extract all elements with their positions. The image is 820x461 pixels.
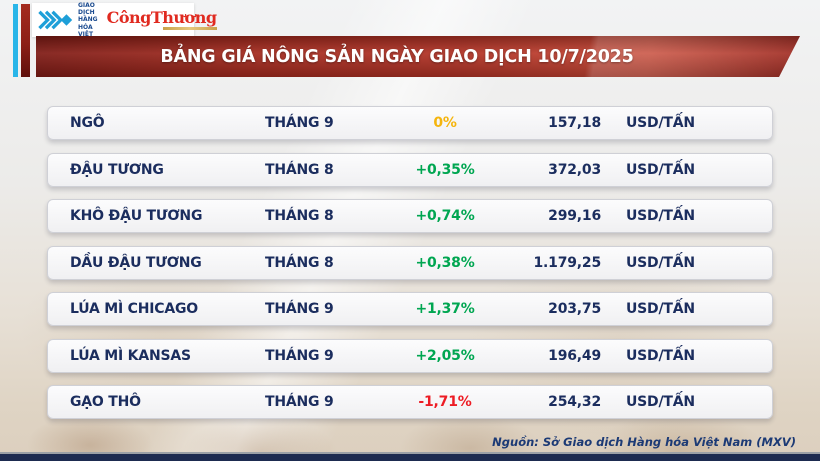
price-unit: USD/TẤN [626, 115, 695, 131]
contract-month: THÁNG 8 [265, 161, 334, 178]
price-value: 157,18 [548, 115, 601, 131]
table-row: KHÔ ĐẬU TƯƠNG THÁNG 8 +0,74% 299,16 USD/… [47, 199, 773, 233]
price-value: 372,03 [548, 161, 601, 178]
change-percent: +1,37% [415, 301, 475, 317]
commodity-name: DẦU ĐẬU TƯƠNG [70, 254, 202, 271]
price-value: 203,75 [548, 301, 601, 317]
left-accent-bar-cyan [13, 4, 18, 77]
change-percent: +0,35% [415, 161, 475, 178]
commodity-name: NGÔ [70, 115, 105, 131]
title-banner: BẢNG GIÁ NÔNG SẢN NGÀY GIAO DỊCH 10/7/20… [36, 36, 800, 77]
commodity-name: KHÔ ĐẬU TƯƠNG [70, 208, 203, 224]
page-title: BẢNG GIÁ NÔNG SẢN NGÀY GIAO DỊCH 10/7/20… [160, 46, 634, 67]
price-unit: USD/TẤN [626, 208, 695, 224]
contract-month: THÁNG 8 [265, 208, 334, 224]
commodity-name: LÚA MÌ CHICAGO [70, 301, 198, 317]
table-row: LÚA MÌ CHICAGO THÁNG 9 +1,37% 203,75 USD… [47, 292, 773, 326]
contract-month: THÁNG 9 [265, 394, 334, 410]
price-value: 299,16 [548, 208, 601, 224]
newspaper-logo: CôngThương [107, 10, 217, 30]
table-row: GẠO THÔ THÁNG 9 -1,71% 254,32 USD/TẤN [47, 385, 773, 419]
contract-month: THÁNG 9 [265, 347, 334, 364]
newspaper-name: CôngThương [106, 8, 217, 27]
price-unit: USD/TẤN [626, 161, 695, 178]
commodity-name: GẠO THÔ [70, 394, 141, 410]
banner-shine [36, 36, 800, 77]
contract-month: THÁNG 9 [265, 301, 334, 317]
price-unit: USD/TẤN [626, 394, 695, 410]
price-unit: USD/TẤN [626, 301, 695, 317]
newspaper-tagline-strip [162, 27, 217, 30]
price-unit: USD/TẤN [626, 347, 695, 364]
change-percent: +0,38% [415, 254, 475, 271]
mxv-exchange-logo-icon [38, 10, 73, 30]
table-row: LÚA MÌ KANSAS THÁNG 9 +2,05% 196,49 USD/… [47, 338, 773, 373]
contract-month: THÁNG 8 [265, 254, 334, 271]
table-row: NGÔ THÁNG 9 0% 157,18 USD/TẤN [47, 106, 773, 140]
change-percent: -1,71% [418, 394, 472, 410]
change-percent: 0% [433, 115, 457, 131]
left-accent-bar-red [21, 4, 30, 77]
change-percent: +2,05% [415, 347, 475, 364]
price-value: 1.179,25 [533, 254, 602, 271]
price-value: 196,49 [548, 347, 601, 364]
change-percent: +0,74% [415, 208, 475, 224]
publisher-logo-box: SỞ GIAO DỊCH HÀNG HÓA VIỆT NAM CôngThươn… [32, 0, 217, 45]
bottom-navy-bar [0, 452, 820, 461]
price-unit: USD/TẤN [626, 254, 695, 271]
table-row: DẦU ĐẬU TƯƠNG THÁNG 8 +0,38% 1.179,25 US… [47, 245, 773, 280]
table-row: ĐẬU TƯƠNG THÁNG 8 +0,35% 372,03 USD/TẤN [47, 152, 773, 187]
price-table: NGÔ THÁNG 9 0% 157,18 USD/TẤN ĐẬU TƯƠNG … [47, 106, 773, 419]
source-note: Nguồn: Sở Giao dịch Hàng hóa Việt Nam (M… [492, 435, 796, 449]
price-value: 254,32 [548, 394, 601, 410]
contract-month: THÁNG 9 [265, 115, 334, 131]
commodity-name: ĐẬU TƯƠNG [70, 161, 164, 178]
commodity-name: LÚA MÌ KANSAS [70, 347, 191, 364]
